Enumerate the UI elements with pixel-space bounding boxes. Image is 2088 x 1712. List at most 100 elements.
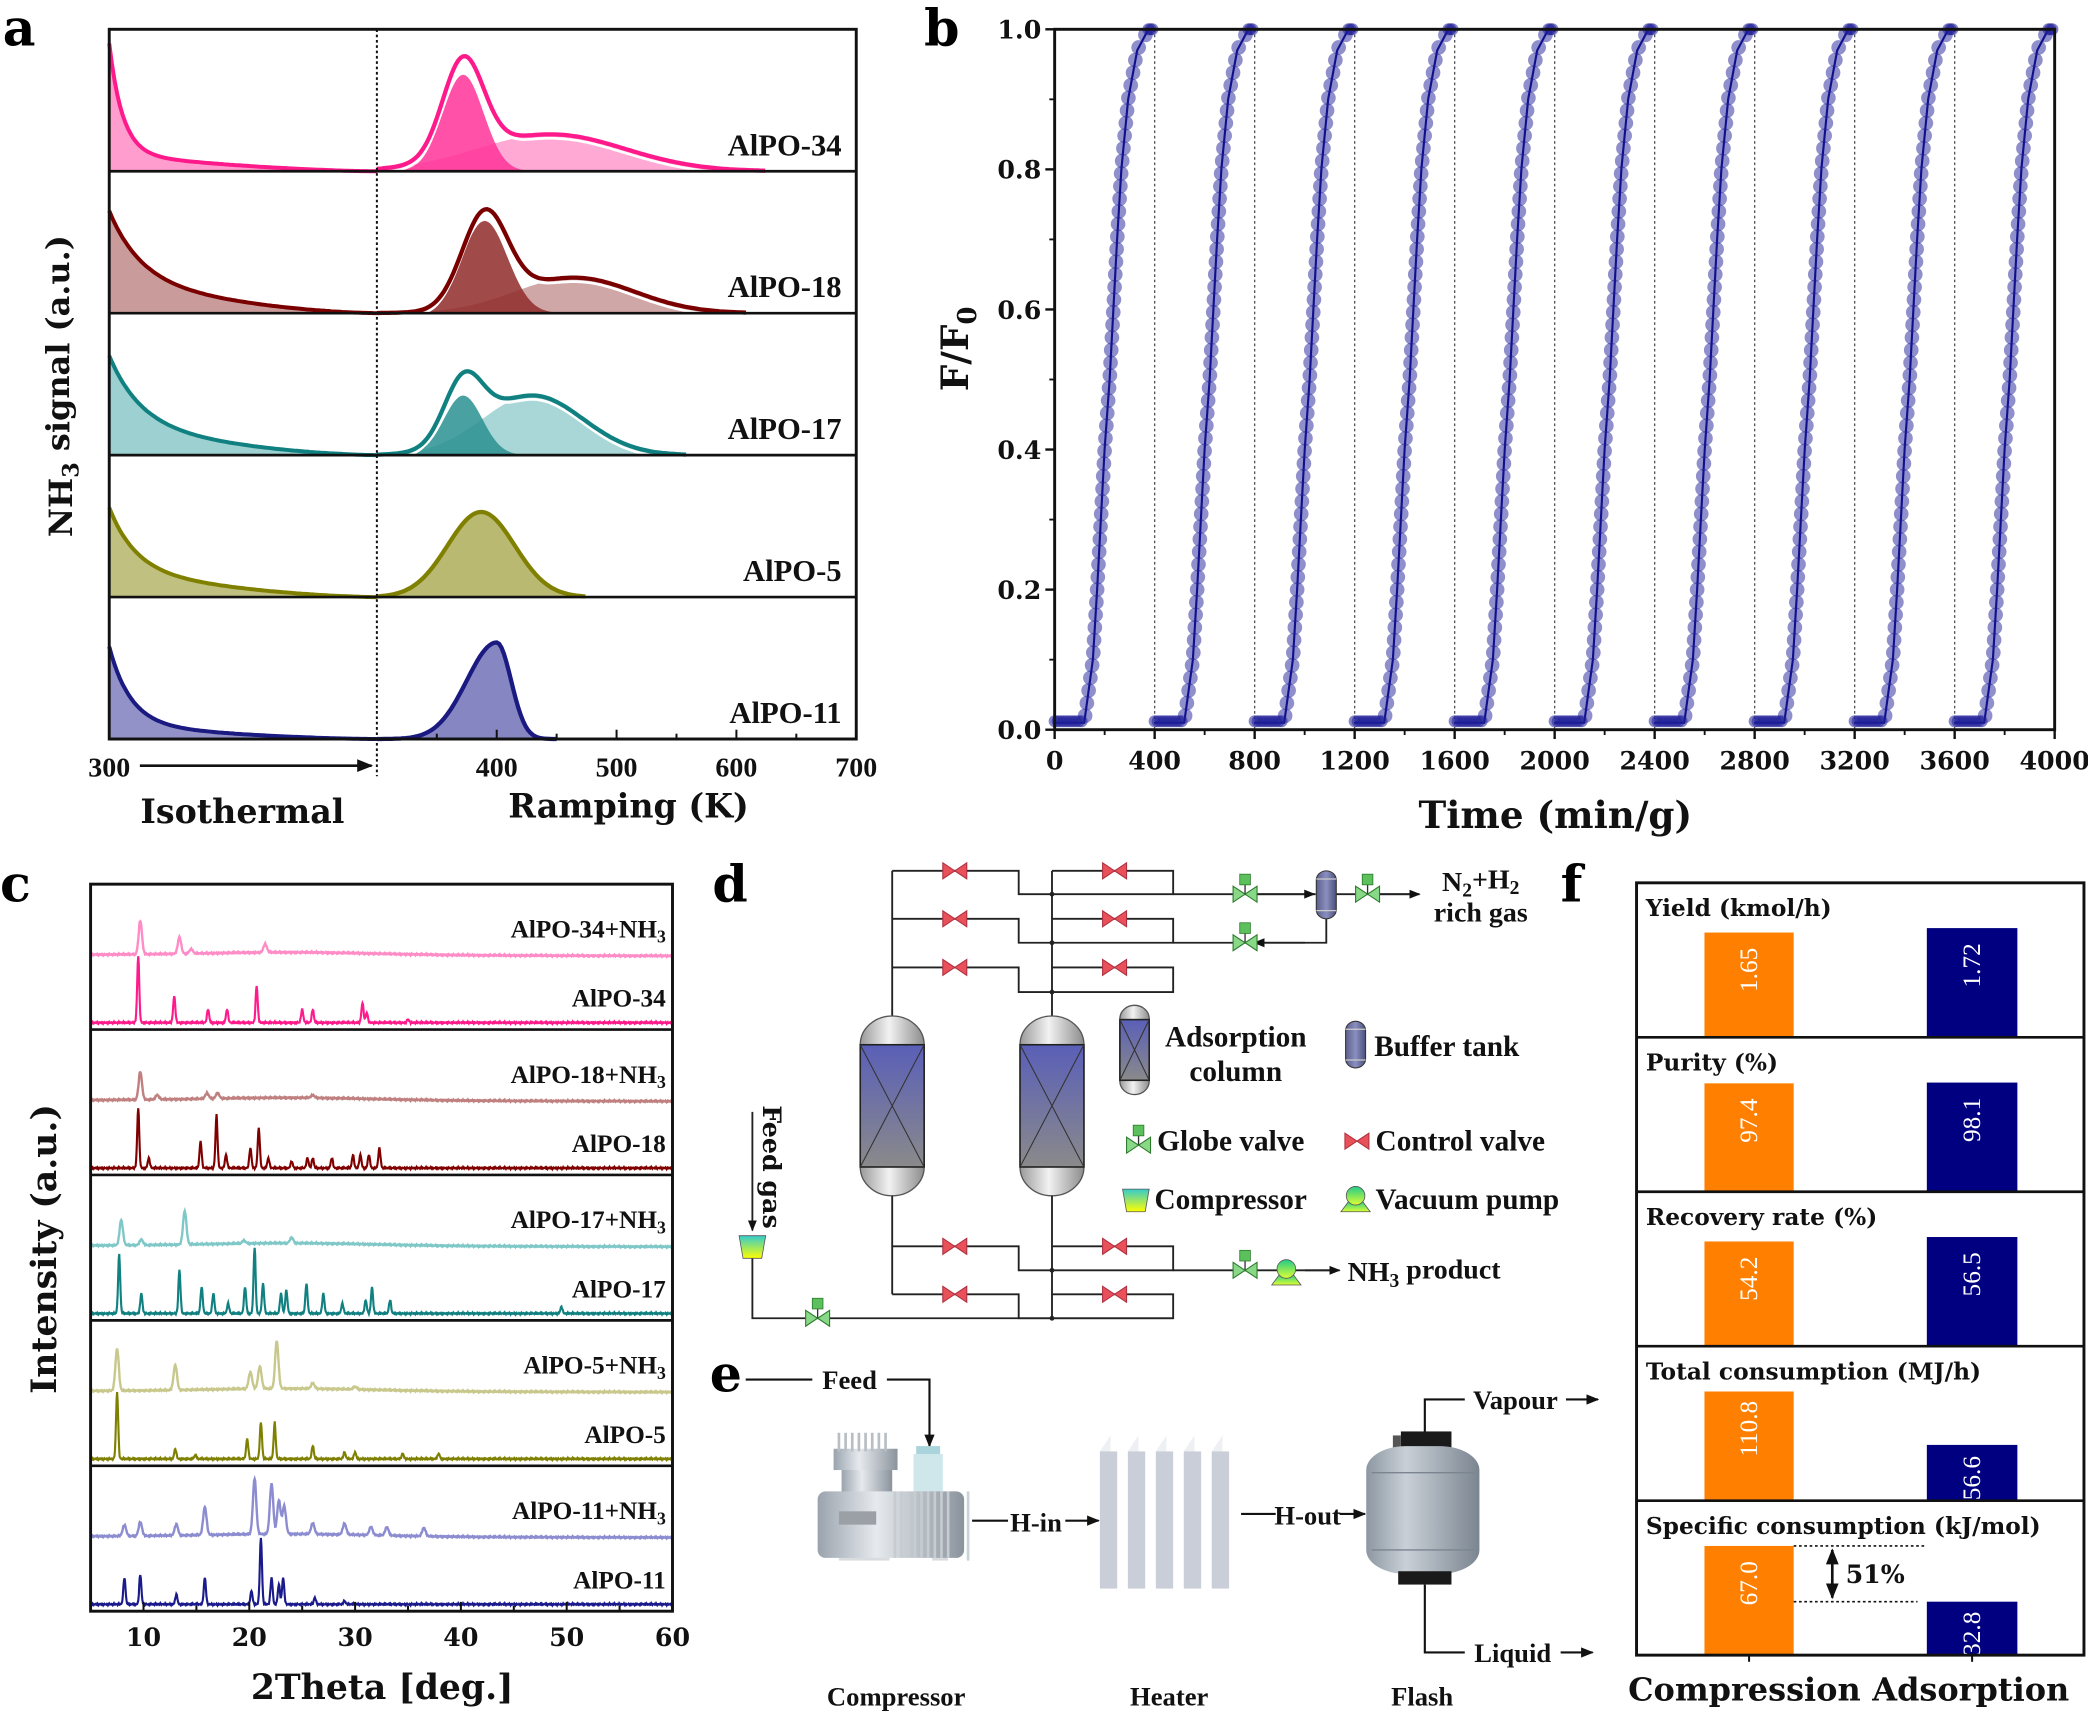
data-point [1377,708,1393,724]
data-point [1292,531,1308,547]
data-point [1106,292,1122,307]
valve-actuator [1239,1249,1251,1262]
metric-title: Specific consumption (kJ/mol) [1646,1513,2041,1540]
data-point [1690,569,1706,585]
data-point [1705,304,1721,320]
breakthrough-cycle-6 [1548,23,1659,728]
data-point [1818,115,1834,131]
valve-body [1102,1285,1128,1304]
isothermal-line [107,506,377,600]
data-point [1104,330,1120,345]
data-point [1379,695,1395,711]
data-point [1308,254,1324,270]
data-point [1802,367,1818,383]
data-point [1803,355,1818,371]
data-point [1604,330,1620,345]
data-point [1784,657,1800,673]
y-tick-label: 0.2 [997,575,1041,605]
compressor-unit [817,1432,970,1561]
data-point [1198,431,1213,446]
x-tick-label: 500 [596,752,638,783]
data-point [1196,456,1212,471]
data-point [1713,166,1729,181]
data-point [1677,708,1693,724]
data-point [1992,531,2008,547]
adsorption-column [1019,1015,1085,1197]
legend-globe-valve: Globe valve [1157,1125,1304,1157]
pattern-label: AlPO-34 [572,985,666,1013]
data-point [1396,456,1412,471]
valve-body [1232,885,1258,904]
pattern-label: AlPO-18 [572,1130,666,1158]
data-point [1619,103,1635,118]
data-point [1403,342,1419,358]
data-point [1091,557,1106,572]
data-point [1791,544,1807,560]
data-point [1608,254,1624,270]
data-point [1093,519,1108,534]
data-point [1731,40,1746,55]
data-point [1603,342,1619,358]
data-point [1887,620,1903,635]
data-point [1484,657,1500,673]
envelope-line [376,369,687,457]
top-manifold-1 [892,869,1175,896]
data-point [1613,166,1629,181]
data-point [1491,544,1507,560]
data-point [1687,620,1703,635]
x-axis-label: 2Theta [deg.] [251,1667,514,1708]
data-point [1328,52,1343,68]
x-axis-label: Time (min/g) [1419,793,1693,837]
data-point [1190,569,1206,585]
data-point [1810,216,1826,232]
breakthrough-cycle-4 [1348,23,1459,728]
data-point [1089,594,1104,610]
data-point [1299,418,1314,434]
data-point [1803,342,1819,358]
heater-label: Heater [1130,1682,1209,1712]
data-point [1398,431,1413,446]
data-point [1410,229,1425,244]
x-tick-label: 700 [835,752,877,783]
y-axis-label-part: 3 [59,462,85,478]
junction-dot [1049,989,1055,995]
data-point [2002,367,2018,383]
data-point [1405,304,1421,320]
x-tick-label: 400 [1128,746,1181,776]
junction-dot [1049,1267,1055,1273]
data-point [1290,569,1306,585]
data-point [1993,506,2009,522]
data-point [1984,657,2000,673]
data-point [1593,519,1608,534]
x-tick-label: 2400 [1619,746,1689,776]
breakthrough-cycle-1 [1048,23,1159,728]
data-point [1813,178,1828,194]
data-point [1300,393,1316,408]
panel-letter-d: d [712,853,747,913]
data-point [1090,569,1106,585]
data-point [1892,531,1908,547]
data-point [1925,65,1941,81]
control-valve-icon [1344,1132,1370,1151]
data-point [1193,506,1209,522]
data-point [1199,405,1215,421]
data-point [1695,481,1710,497]
feed-pipe [751,1258,1174,1320]
breakthrough-cycle-3 [1248,23,1359,728]
data-point [1307,267,1323,282]
data-point [1119,103,1135,118]
data-point [1897,443,1912,459]
vacuum-pump-icon [1270,1259,1302,1286]
data-point [2017,128,2032,144]
compressor-motor-top [833,1448,898,1471]
data-point [1121,90,1136,106]
data-point [1299,405,1315,421]
data-point [1595,481,1610,497]
isothermal-area [109,646,377,740]
pattern-label-part: 3 [657,1508,666,1528]
panel-b-chart: 0 400 800 1200 1600 2000 2400 2800 3200 3600 4000 0… [933,15,2088,838]
x-tick-label: 300 [88,752,130,783]
globe-valve-icon [1232,873,1258,904]
data-point [1790,569,1806,585]
data-point [1314,153,1330,169]
